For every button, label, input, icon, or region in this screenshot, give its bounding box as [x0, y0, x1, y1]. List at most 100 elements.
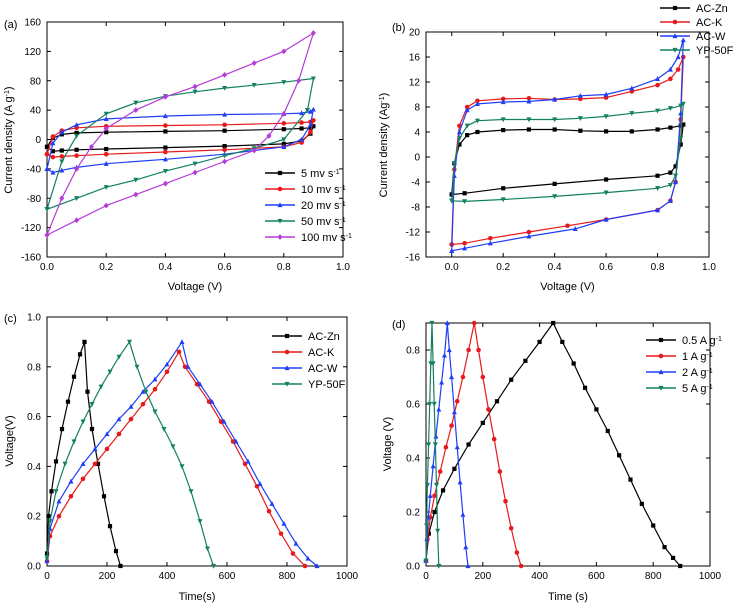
data-point: [162, 180, 168, 187]
data-point: [192, 169, 198, 176]
series-0: [44, 339, 123, 569]
data-point: [651, 523, 656, 528]
data-point: [222, 122, 227, 128]
data-point: [678, 103, 684, 109]
data-point: [162, 94, 168, 100]
data-point: [456, 136, 462, 141]
data-point: [278, 531, 284, 536]
series-3: [44, 339, 216, 569]
data-point: [501, 128, 506, 133]
data-point: [310, 106, 316, 112]
y-tick-label: 0.0: [406, 562, 420, 573]
data-point: [475, 129, 480, 135]
data-point: [299, 110, 305, 116]
data-point: [103, 125, 109, 132]
data-point: [59, 426, 65, 432]
legend-swatch-marker: [672, 47, 678, 53]
legend-label: 1 A g-1: [682, 351, 713, 363]
legend: 5 mv s-1 10 mv s-1 20 mv s-1 50 mv s-1 100 m…: [265, 168, 352, 244]
data-point: [487, 240, 493, 246]
data-point: [457, 142, 462, 147]
legend-swatch-marker: [277, 170, 283, 176]
data-point: [655, 173, 660, 178]
data-point: [50, 169, 56, 175]
data-point: [629, 85, 635, 91]
data-point: [307, 122, 313, 127]
x-tick-label: 0.4: [158, 262, 172, 273]
data-point: [673, 179, 679, 185]
data-point: [44, 144, 50, 149]
data-point: [452, 466, 457, 471]
data-point: [89, 402, 95, 407]
data-point: [430, 361, 436, 367]
y-tick-label: 0: [35, 135, 41, 146]
data-point: [211, 563, 216, 569]
series-line: [451, 123, 684, 196]
legend-label: AC-K: [308, 347, 335, 359]
data-point: [426, 442, 432, 448]
data-point: [74, 153, 79, 158]
legend-label: 100 mv s-1: [301, 232, 352, 244]
data-point: [668, 76, 673, 82]
data-point: [80, 461, 86, 467]
legend-swatch-marker: [284, 349, 290, 355]
data-point: [53, 489, 59, 494]
y-tick-label: -120: [21, 223, 41, 234]
data-point: [678, 563, 683, 569]
data-point: [302, 563, 308, 569]
data-point: [668, 125, 673, 130]
data-point: [299, 120, 304, 125]
y-tick-label: 0.8: [27, 362, 41, 373]
data-point: [221, 418, 227, 424]
data-point: [451, 173, 457, 178]
data-point: [85, 389, 90, 394]
legend-label: 5 A g-1: [682, 383, 713, 395]
x-tick-label: 0.2: [496, 262, 510, 273]
data-point: [299, 136, 305, 142]
data-point: [629, 129, 634, 134]
data-point: [668, 170, 673, 175]
data-point: [65, 399, 71, 404]
y-tick-label: -40: [27, 164, 42, 175]
data-point: [308, 129, 313, 135]
data-point: [432, 442, 438, 448]
legend-label: AC-Zn: [308, 331, 340, 343]
data-point: [162, 168, 168, 174]
data-point: [299, 126, 304, 131]
data-point: [639, 501, 644, 506]
data-point: [293, 540, 299, 546]
data-point: [281, 127, 286, 132]
data-point: [424, 482, 430, 488]
series-line: [451, 56, 684, 246]
data-point: [436, 563, 442, 569]
data-point: [281, 144, 287, 149]
data-point: [50, 149, 56, 154]
data-point: [74, 133, 80, 139]
data-point: [74, 122, 80, 127]
data-point: [179, 464, 185, 470]
chart-panel-2: 0 200 400 600 800 1000 0.0 0.2 0.4 0.6 0.8 1.0 Time(…: [4, 313, 359, 604]
data-point: [152, 409, 158, 415]
data-point: [95, 461, 101, 467]
y-tick-label: 1.0: [27, 313, 41, 324]
data-point: [526, 95, 532, 101]
data-point: [59, 167, 65, 173]
data-point: [667, 66, 673, 72]
x-tick-label: 200: [474, 571, 491, 582]
data-point: [433, 433, 439, 439]
y-axis-label: Current density (A g-1): [3, 86, 15, 193]
legend-label: 50 mv s-1: [301, 216, 346, 228]
data-point: [56, 498, 62, 504]
legend: 0.5 A g-1 1 A g-1 2 A g-1 5 A g-1: [646, 335, 722, 395]
data-point: [474, 118, 480, 124]
data-point: [192, 161, 198, 167]
data-point: [152, 376, 158, 382]
data-point: [103, 116, 109, 122]
data-point: [432, 493, 437, 499]
data-point: [681, 122, 686, 127]
data-point: [449, 248, 455, 253]
data-point: [281, 520, 287, 526]
data-point: [314, 563, 320, 569]
data-point: [44, 151, 50, 157]
